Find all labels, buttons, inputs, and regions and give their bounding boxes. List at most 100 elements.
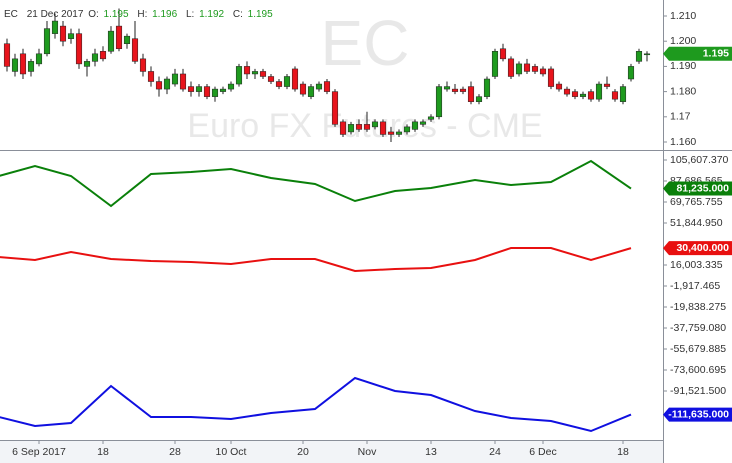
candle-body xyxy=(187,86,195,92)
candle-body xyxy=(115,25,123,50)
y-tick-label: -73,600.695 xyxy=(670,364,726,376)
candle-body xyxy=(339,121,347,135)
x-tick-label: 24 xyxy=(489,446,501,458)
y-tick-label: -91,521.500 xyxy=(670,385,726,397)
candle-body xyxy=(443,86,451,90)
last-value-label: -111,635.000 xyxy=(668,408,729,420)
candle-body xyxy=(91,53,99,62)
info-label: C: xyxy=(233,9,243,20)
candle-body xyxy=(259,71,267,77)
candle-body xyxy=(483,78,491,97)
y-tick-label: -37,759.080 xyxy=(670,322,726,334)
y-tick-label: 1.200 xyxy=(670,35,696,47)
candle-body xyxy=(547,68,555,87)
candle-body xyxy=(563,88,571,95)
candle-body xyxy=(515,63,523,75)
date: 21 Dec 2017 xyxy=(27,9,84,20)
candle-body xyxy=(315,83,323,90)
candle-body xyxy=(379,121,387,135)
y-tick-label: 1.160 xyxy=(670,136,696,148)
candle-body xyxy=(451,88,459,92)
candle-body xyxy=(475,96,483,102)
info-value: 1.196 xyxy=(152,9,177,20)
candle-body xyxy=(371,121,379,128)
last-price-label: 1.195 xyxy=(703,48,729,60)
candle-body xyxy=(507,58,515,77)
candle-body xyxy=(387,131,395,135)
y-tick-label: 69,765.755 xyxy=(670,196,723,208)
candle-body xyxy=(427,116,435,120)
candle-body xyxy=(235,66,243,85)
last-value-label: 81,235.000 xyxy=(676,182,729,194)
candle-body xyxy=(227,83,235,90)
candle-body xyxy=(363,124,371,130)
x-tick-label: 6 Sep 2017 xyxy=(12,446,66,458)
candle-body xyxy=(579,93,587,97)
candle-body xyxy=(27,61,35,72)
x-tick-label: 10 Oct xyxy=(216,446,247,458)
y-tick-label: 16,003.335 xyxy=(670,259,723,271)
candle-body xyxy=(35,53,43,65)
candle-body xyxy=(179,73,187,90)
candle-body xyxy=(43,28,51,55)
candle-body xyxy=(75,33,83,65)
candle-body xyxy=(355,124,363,130)
info-value: 1.192 xyxy=(199,9,224,20)
y-tick-label: -1,917.465 xyxy=(670,280,720,292)
x-tick-label: 13 xyxy=(425,446,437,458)
header: EC 21 Dec 2017 O: 1.195 H: 1.196 L: 1.19… xyxy=(4,9,273,20)
candle-body xyxy=(395,131,403,135)
y-tick-label: -19,838.275 xyxy=(670,301,726,313)
candle-body xyxy=(147,71,155,82)
watermark-symbol: EC xyxy=(321,7,410,79)
candle-body xyxy=(643,53,651,56)
x-axis-band xyxy=(0,440,663,463)
x-tick-label: 28 xyxy=(169,446,181,458)
candle-body xyxy=(163,78,171,90)
y-tick-label: 51,844.950 xyxy=(670,217,723,229)
candle-body xyxy=(19,53,27,75)
candle-body xyxy=(275,81,283,87)
candle-body xyxy=(403,126,411,133)
series-line xyxy=(0,247,632,273)
candle-body xyxy=(331,91,339,125)
candle-body xyxy=(283,76,291,87)
info-label: O: xyxy=(88,9,99,20)
candle-body xyxy=(411,121,419,130)
candle-body xyxy=(139,58,147,72)
candle-body xyxy=(219,88,227,92)
candle-body xyxy=(299,83,307,95)
candle-body xyxy=(555,83,563,90)
candle-body xyxy=(467,86,475,102)
info-value: 1.195 xyxy=(104,9,129,20)
y-axis-band xyxy=(663,0,732,463)
candle-body xyxy=(347,124,355,133)
candle-body xyxy=(123,35,131,44)
last-value-label-box xyxy=(663,407,732,422)
candle-body xyxy=(323,81,331,92)
last-value-label-box xyxy=(663,241,732,256)
x-tick-label: 18 xyxy=(97,446,109,458)
candle-body xyxy=(459,88,467,92)
candle-body xyxy=(595,83,603,100)
candle-body xyxy=(3,43,11,67)
x-tick-label: 6 Dec xyxy=(529,446,556,458)
candle-body xyxy=(539,68,547,75)
info-label: L: xyxy=(186,9,194,20)
last-value-label-box xyxy=(663,181,732,196)
y-tick-label: 1.17 xyxy=(670,111,691,123)
candle-body xyxy=(251,71,259,75)
last-value-label: 30,400.000 xyxy=(676,242,729,254)
x-tick-label: 18 xyxy=(617,446,629,458)
symbol: EC xyxy=(4,9,18,20)
candle-body xyxy=(83,61,91,67)
candle-body xyxy=(243,66,251,75)
candle-body xyxy=(523,63,531,72)
y-tick-label: 1.180 xyxy=(670,85,696,97)
candle-body xyxy=(59,25,67,42)
candle-body xyxy=(571,91,579,97)
candle-body xyxy=(603,83,611,87)
candle-body xyxy=(155,81,163,90)
